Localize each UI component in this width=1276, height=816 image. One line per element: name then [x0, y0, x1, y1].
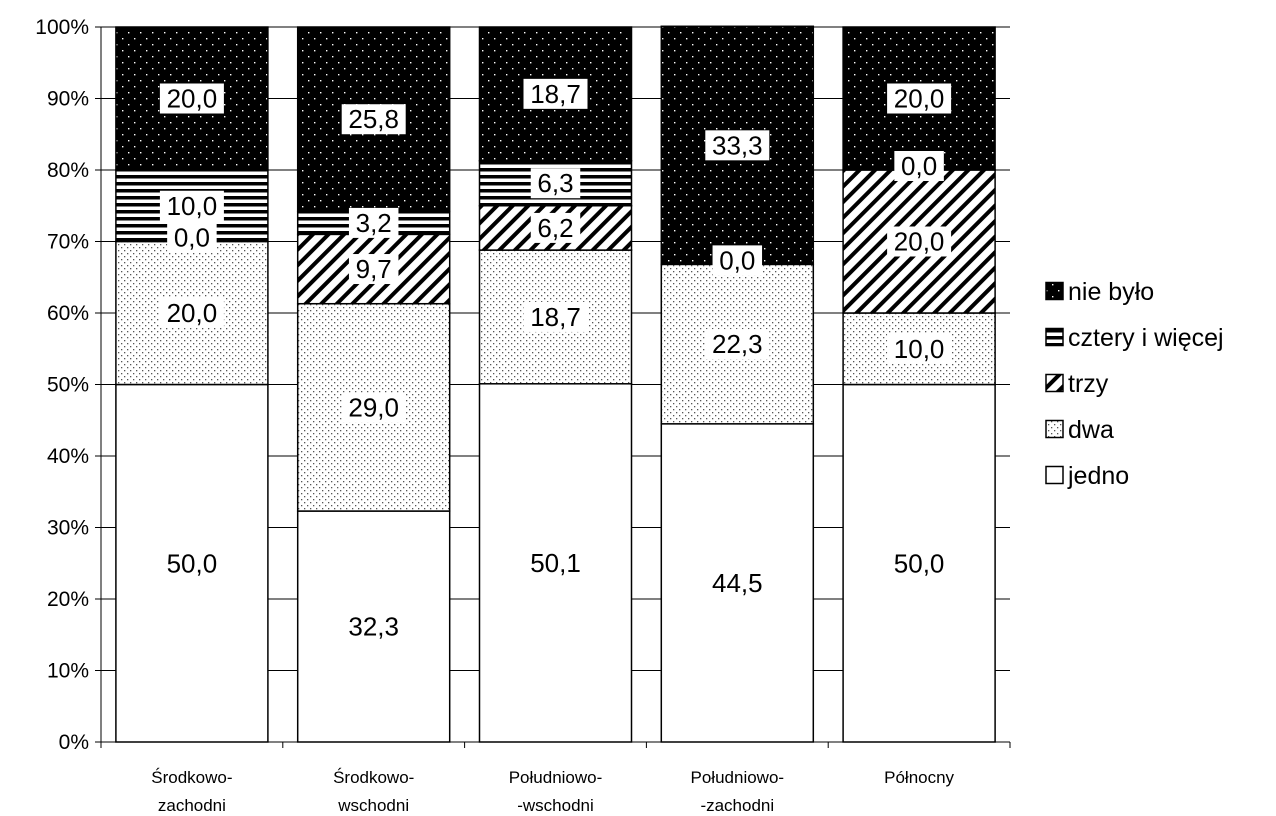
x-category-label: zachodni	[158, 796, 226, 815]
y-tick-label: 90%	[47, 88, 89, 111]
data-label: 0,0	[901, 151, 937, 181]
data-label: 20,0	[894, 84, 945, 114]
y-tick-label: 20%	[47, 588, 89, 611]
data-label-background	[887, 226, 952, 257]
data-label: 32,3	[348, 612, 399, 642]
data-label-background	[159, 190, 224, 221]
data-label-background	[530, 168, 581, 199]
data-label-background	[159, 83, 224, 114]
data-label: 10,0	[167, 191, 218, 221]
data-label-background	[530, 212, 581, 243]
data-label-background	[523, 301, 588, 332]
x-category-label: Środkowo-	[151, 768, 232, 787]
data-label-background	[159, 298, 224, 328]
data-label-background	[348, 207, 399, 238]
x-category-label: Środkowo-	[333, 768, 414, 787]
legend: nie było cztery i więcej trzy dwa jedno	[1045, 278, 1224, 490]
data-label-background	[523, 78, 588, 109]
bar-segment-white	[478, 383, 633, 743]
legend-swatch	[1045, 419, 1064, 439]
data-labels: 50,020,00,010,020,032,329,09,73,225,850,…	[159, 78, 952, 642]
y-tick-label: 50%	[47, 374, 89, 397]
y-tick-label: 100%	[35, 16, 89, 39]
data-label: 44,5	[712, 568, 763, 598]
x-category-label: -zachodni	[700, 796, 774, 815]
bar-segment-white	[115, 383, 269, 743]
data-label-background	[887, 333, 952, 364]
x-category-label: wschodni	[337, 796, 409, 815]
data-label-background	[341, 104, 406, 135]
legend-label: nie było	[1068, 278, 1154, 306]
y-tick-label: 0%	[59, 731, 89, 754]
data-label-background	[887, 83, 952, 114]
legend-label: trzy	[1068, 370, 1109, 398]
legend-swatch	[1045, 327, 1064, 347]
data-label-background	[705, 130, 770, 161]
data-label: 9,7	[356, 254, 392, 284]
data-label-background	[167, 222, 217, 253]
data-label: 20,0	[167, 298, 218, 328]
data-label: 0,0	[719, 245, 755, 275]
data-label-background	[341, 392, 406, 423]
legend-swatch	[1045, 465, 1064, 485]
y-tick-label: 60%	[47, 302, 89, 325]
legend-label: dwa	[1068, 416, 1114, 444]
x-category-label: -wschodni	[517, 796, 594, 815]
data-label: 3,2	[356, 208, 392, 238]
data-label: 6,2	[537, 213, 573, 243]
bar-segment-white	[660, 423, 815, 743]
x-category-label: Południowo-	[509, 768, 603, 787]
y-tick-label: 30%	[47, 517, 89, 540]
data-label: 6,3	[537, 168, 573, 198]
data-label: 0,0	[174, 223, 210, 253]
legend-swatch	[1045, 281, 1064, 301]
data-label: 33,3	[712, 130, 763, 160]
data-label: 22,3	[712, 329, 763, 359]
data-label-background	[348, 254, 399, 285]
data-label: 50,0	[167, 548, 218, 578]
y-tick-label: 10%	[47, 660, 89, 683]
x-axis-labels: Środkowo-zachodni Środkowo-wschodni Połudn…	[151, 768, 954, 815]
data-label-background	[712, 245, 763, 276]
data-label: 25,8	[348, 104, 399, 134]
data-label: 50,0	[894, 548, 945, 578]
data-label: 50,1	[530, 548, 581, 578]
legend-label: cztery i więcej	[1068, 324, 1224, 352]
x-category-label: Północny	[884, 768, 954, 787]
x-category-label: Południowo-	[691, 768, 785, 787]
y-tick-label: 40%	[47, 445, 89, 468]
legend-swatch	[1045, 373, 1064, 393]
bar-segment-white	[296, 510, 451, 743]
data-label: 20,0	[894, 227, 945, 257]
data-label: 29,0	[348, 392, 399, 422]
legend-label: jedno	[1067, 462, 1129, 490]
bars	[115, 25, 996, 743]
data-label: 10,0	[894, 334, 945, 364]
data-label: 18,7	[530, 302, 581, 332]
y-axis: 0% 10% 20% 30% 40% 50% 60% 70% 80% 90% 100%	[35, 16, 1011, 754]
y-tick-label: 70%	[47, 231, 89, 254]
data-label-background	[894, 151, 944, 181]
data-label: 20,0	[167, 84, 218, 114]
y-tick-label: 80%	[47, 159, 89, 182]
data-label-background	[705, 329, 770, 360]
data-label: 18,7	[530, 79, 581, 109]
